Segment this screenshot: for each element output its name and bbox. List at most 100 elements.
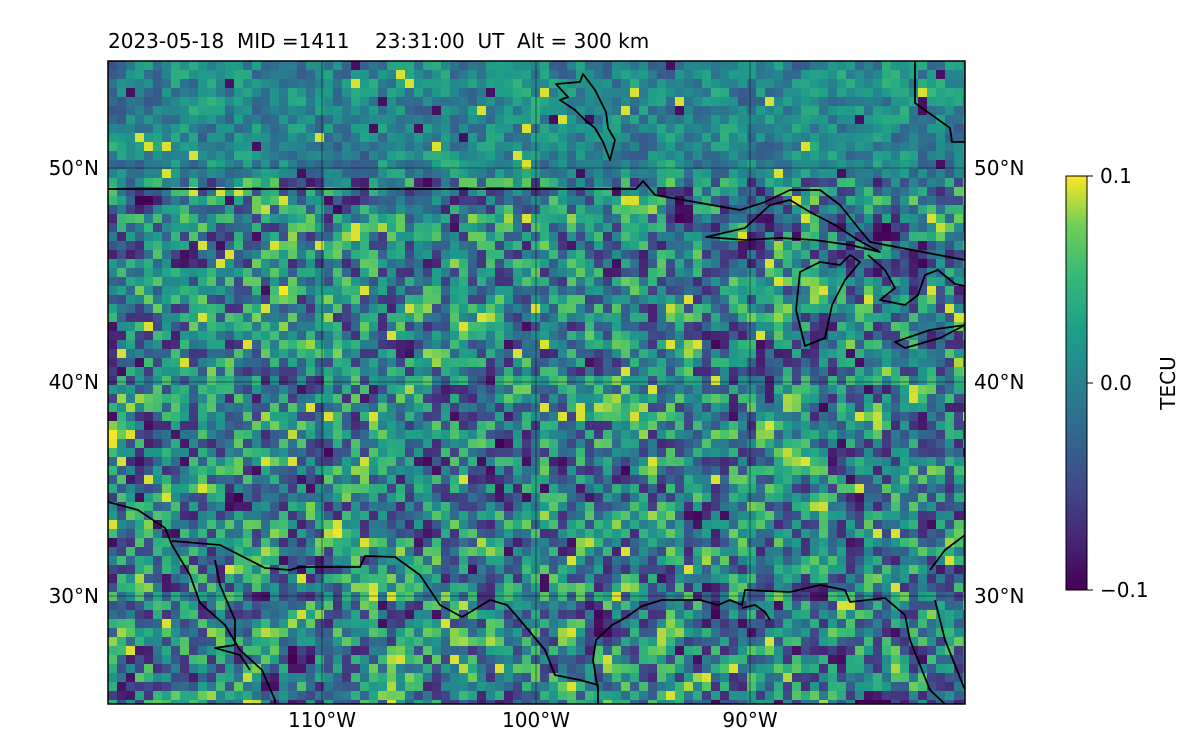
tec-cell: [171, 241, 181, 251]
tec-cell: [954, 340, 964, 350]
tec-cell: [450, 268, 460, 278]
tec-cell: [675, 61, 685, 71]
tec-cell: [891, 385, 901, 395]
tec-cell: [774, 232, 784, 242]
tec-cell: [414, 61, 424, 71]
tec-cell: [702, 151, 712, 161]
tec-cell: [288, 421, 298, 431]
tec-cell: [315, 187, 325, 197]
tec-cell: [792, 421, 802, 431]
tec-cell: [171, 124, 181, 134]
tec-cell: [783, 115, 793, 125]
tec-cell: [162, 466, 172, 476]
tec-cell: [486, 457, 496, 467]
tec-cell: [459, 178, 469, 188]
tec-cell: [513, 367, 523, 377]
tec-cell: [720, 88, 730, 98]
tec-cell: [819, 124, 829, 134]
tec-cell: [576, 313, 586, 323]
tec-cell: [603, 331, 613, 341]
tec-cell: [540, 232, 550, 242]
tec-cell: [144, 70, 154, 80]
tec-cell: [801, 142, 811, 152]
tec-cell: [450, 430, 460, 440]
tec-cell: [882, 448, 892, 458]
tec-cell: [819, 367, 829, 377]
tec-cell: [720, 61, 730, 71]
tec-cell: [621, 124, 631, 134]
tec-cell: [684, 241, 694, 251]
tec-cell: [117, 214, 127, 224]
tec-cell: [918, 169, 928, 179]
tec-cell: [216, 169, 226, 179]
tec-cell: [765, 223, 775, 233]
tec-cell: [423, 376, 433, 386]
tec-cell: [306, 403, 316, 413]
tec-cell: [828, 169, 838, 179]
tec-cell: [387, 304, 397, 314]
tec-cell: [567, 304, 577, 314]
tec-cell: [234, 79, 244, 89]
tec-cell: [252, 196, 262, 206]
tec-cell: [846, 322, 856, 332]
tec-cell: [171, 358, 181, 368]
tec-cell: [909, 268, 919, 278]
tec-cell: [243, 367, 253, 377]
tec-cell: [324, 430, 334, 440]
tec-cell: [198, 448, 208, 458]
tec-cell: [504, 196, 514, 206]
tec-cell: [810, 142, 820, 152]
tec-cell: [918, 241, 928, 251]
tec-cell: [792, 232, 802, 242]
tec-cell: [315, 358, 325, 368]
tec-cell: [477, 223, 487, 233]
tec-cell: [396, 313, 406, 323]
tec-cell: [594, 268, 604, 278]
tec-cell: [297, 475, 307, 485]
tec-cell: [243, 493, 253, 503]
tec-cell: [756, 412, 766, 422]
tec-cell: [738, 457, 748, 467]
tec-cell: [306, 61, 316, 71]
tec-cell: [270, 385, 280, 395]
tec-cell: [387, 439, 397, 449]
tec-cell: [189, 511, 199, 521]
tec-cell: [216, 268, 226, 278]
tec-cell: [648, 520, 658, 530]
tec-cell: [162, 493, 172, 503]
tec-cell: [207, 70, 217, 80]
tec-cell: [819, 160, 829, 170]
tec-cell: [252, 385, 262, 395]
tec-cell: [738, 115, 748, 125]
tec-cell: [774, 214, 784, 224]
tec-cell: [711, 268, 721, 278]
tec-cell: [126, 70, 136, 80]
tec-cell: [423, 448, 433, 458]
tec-cell: [936, 349, 946, 359]
tec-cell: [135, 385, 145, 395]
tec-cell: [693, 484, 703, 494]
tec-cell: [522, 232, 532, 242]
tec-cell: [594, 115, 604, 125]
tec-cell: [216, 367, 226, 377]
tec-cell: [810, 106, 820, 116]
tec-cell: [459, 277, 469, 287]
tec-cell: [216, 124, 226, 134]
tec-cell: [720, 97, 730, 107]
tec-cell: [252, 277, 262, 287]
tec-cell: [378, 448, 388, 458]
tec-cell: [351, 367, 361, 377]
tec-cell: [621, 295, 631, 305]
tec-cell: [387, 259, 397, 269]
tec-cell: [108, 286, 118, 296]
tec-cell: [522, 457, 532, 467]
tec-cell: [576, 133, 586, 143]
tec-cell: [414, 457, 424, 467]
tec-cell: [549, 142, 559, 152]
tec-cell: [288, 223, 298, 233]
tec-cell: [522, 394, 532, 404]
tec-cell: [585, 304, 595, 314]
tec-cell: [846, 97, 856, 107]
tec-cell: [657, 223, 667, 233]
tec-cell: [279, 439, 289, 449]
